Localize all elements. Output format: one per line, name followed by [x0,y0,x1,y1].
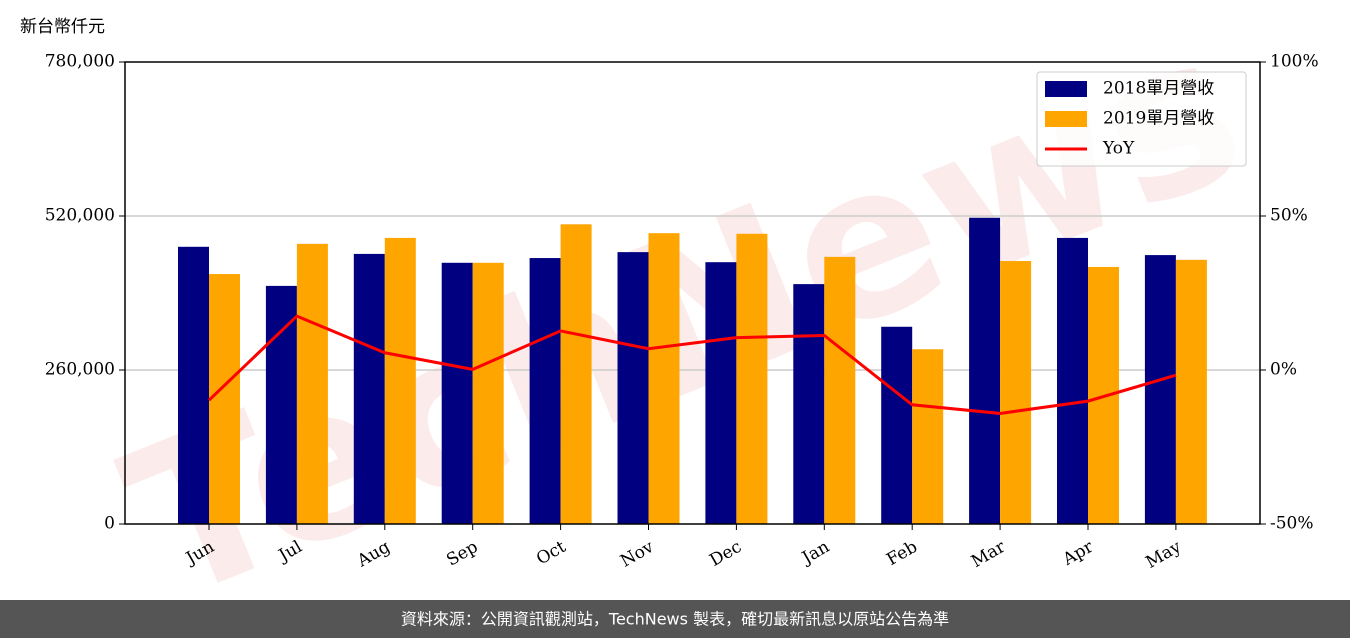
y2-tick-label: 0% [1270,360,1297,380]
legend-label: 2019單月營收 [1103,109,1214,129]
y2-tick-label: -50% [1270,514,1314,534]
bar [265,285,297,524]
x-tick-label: May [1142,537,1185,573]
footer-text: 資料來源：公開資訊觀測站，TechNews 製表，確切最新訊息以原站公告為準 [401,610,949,629]
y-tick-label: 0 [104,514,115,534]
bar [384,237,416,524]
bar [560,224,592,525]
y-tick-label: 520,000 [45,206,115,226]
bar [617,252,649,524]
bar [824,256,856,524]
bar [1057,237,1088,524]
bar [793,284,825,524]
bar [648,233,680,524]
plot-frame [124,61,1261,525]
legend-swatch [1045,81,1087,97]
bar [969,217,1001,524]
bar [1144,255,1176,525]
bar [472,262,504,524]
bar [529,258,561,524]
x-tick-label: Nov [617,537,657,572]
y2-tick-label: 100% [1270,52,1319,72]
bar [296,243,328,525]
legend-label: 2018單月營收 [1103,79,1214,99]
bar [353,253,385,524]
y-tick-label: 260,000 [45,360,115,380]
line [207,314,1177,415]
x-tick-label: Mar [968,536,1010,572]
bar [441,262,473,524]
bar [1175,259,1207,524]
bar [178,246,209,525]
x-tick-label: Apr [1059,536,1098,570]
bar [881,326,913,524]
legend-swatch [1045,111,1087,127]
bar [912,349,944,524]
y-tick-label: 780,000 [45,52,115,72]
x-tick-label: Oct [533,537,569,570]
x-tick-label: Feb [883,537,921,570]
bar [705,262,737,524]
bar [1000,261,1032,524]
x-tick-label: Jan [797,537,833,569]
bar [736,233,768,524]
legend-label: YoY [1102,139,1135,159]
y2-tick-label: 50% [1270,206,1308,226]
legend-box [1036,71,1247,167]
footer-bar [0,600,1350,638]
bar [209,274,240,524]
y-axis-label: 新台幣仟元 [20,17,105,37]
x-tick-label: Dec [706,537,745,571]
